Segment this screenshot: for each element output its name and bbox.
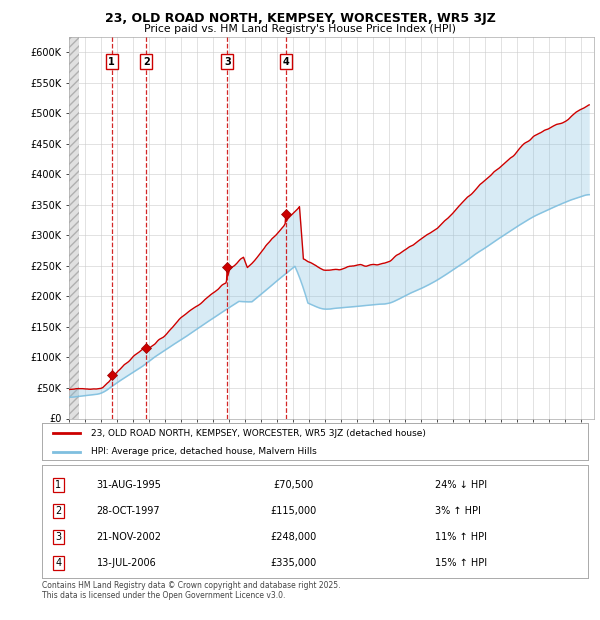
- Text: 28-OCT-1997: 28-OCT-1997: [97, 507, 160, 516]
- Text: 11% ↑ HPI: 11% ↑ HPI: [435, 532, 487, 542]
- Text: 2: 2: [55, 507, 62, 516]
- Text: 23, OLD ROAD NORTH, KEMPSEY, WORCESTER, WR5 3JZ: 23, OLD ROAD NORTH, KEMPSEY, WORCESTER, …: [104, 12, 496, 25]
- Text: 2: 2: [143, 56, 149, 66]
- Text: £70,500: £70,500: [273, 480, 313, 490]
- Text: HPI: Average price, detached house, Malvern Hills: HPI: Average price, detached house, Malv…: [91, 448, 317, 456]
- Text: £248,000: £248,000: [270, 532, 316, 542]
- Text: 15% ↑ HPI: 15% ↑ HPI: [435, 558, 487, 568]
- Text: 24% ↓ HPI: 24% ↓ HPI: [435, 480, 487, 490]
- Text: 3% ↑ HPI: 3% ↑ HPI: [435, 507, 481, 516]
- Text: 4: 4: [55, 558, 61, 568]
- Text: Price paid vs. HM Land Registry's House Price Index (HPI): Price paid vs. HM Land Registry's House …: [144, 24, 456, 33]
- Text: Contains HM Land Registry data © Crown copyright and database right 2025.
This d: Contains HM Land Registry data © Crown c…: [42, 581, 341, 600]
- Text: 13-JUL-2006: 13-JUL-2006: [97, 558, 157, 568]
- Text: £115,000: £115,000: [270, 507, 316, 516]
- Text: 21-NOV-2002: 21-NOV-2002: [97, 532, 161, 542]
- Text: 1: 1: [55, 480, 61, 490]
- Text: 4: 4: [282, 56, 289, 66]
- Text: 23, OLD ROAD NORTH, KEMPSEY, WORCESTER, WR5 3JZ (detached house): 23, OLD ROAD NORTH, KEMPSEY, WORCESTER, …: [91, 429, 426, 438]
- Text: 31-AUG-1995: 31-AUG-1995: [97, 480, 161, 490]
- Text: £335,000: £335,000: [270, 558, 316, 568]
- Text: 3: 3: [224, 56, 231, 66]
- Text: 1: 1: [108, 56, 115, 66]
- Text: 3: 3: [55, 532, 61, 542]
